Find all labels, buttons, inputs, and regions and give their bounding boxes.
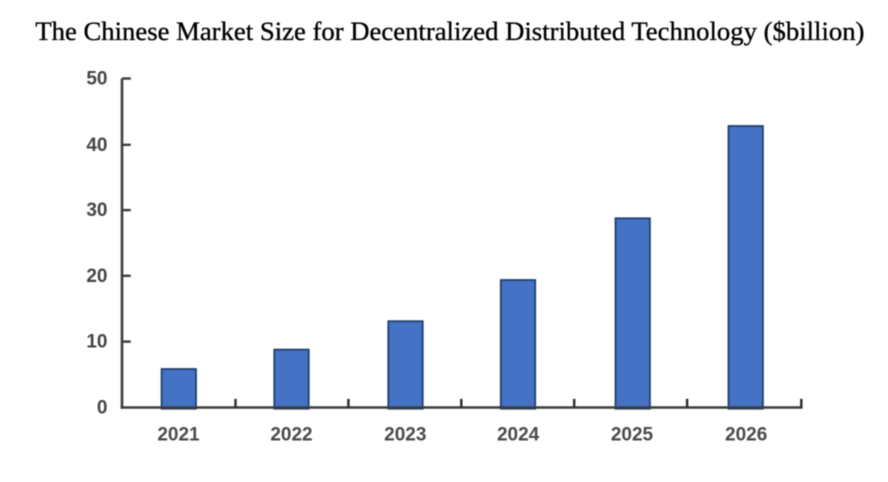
svg-text:2021: 2021 [157,425,200,446]
svg-text:2026: 2026 [725,425,767,446]
svg-text:30: 30 [86,200,107,221]
svg-text:2022: 2022 [270,425,312,446]
svg-text:40: 40 [86,135,107,156]
svg-text:20: 20 [86,266,107,287]
svg-text:The Chinese Market Size for De: The Chinese Market Size for Decentralize… [35,16,864,46]
svg-text:2024: 2024 [497,425,540,446]
svg-text:10: 10 [86,332,107,353]
svg-text:2025: 2025 [611,425,654,446]
svg-text:0: 0 [97,397,108,418]
svg-text:50: 50 [86,69,107,90]
svg-text:2023: 2023 [384,425,426,446]
